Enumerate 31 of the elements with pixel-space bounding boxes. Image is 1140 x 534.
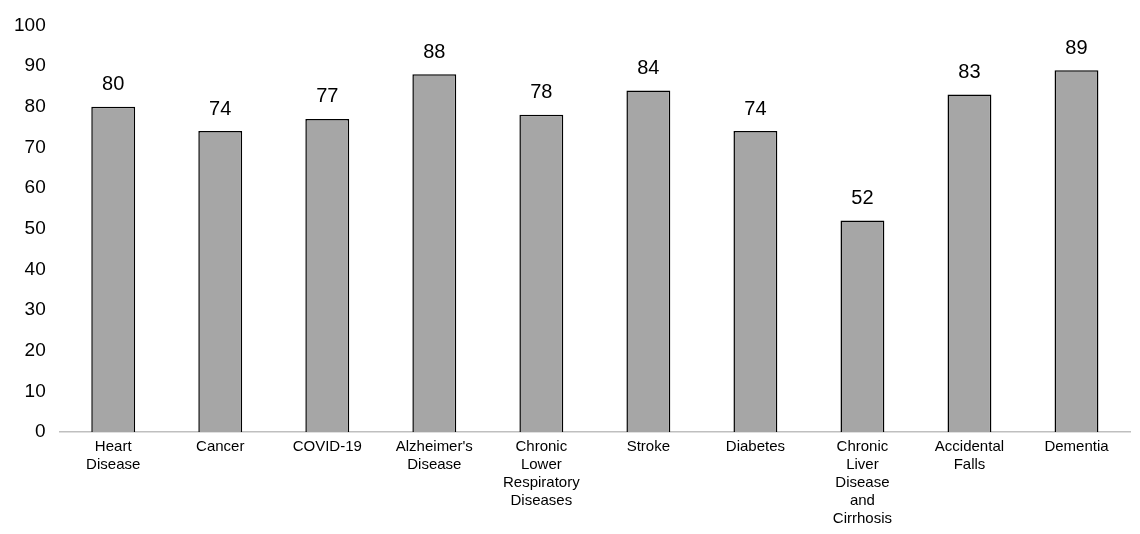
y-tick-label: 90 [24,54,46,76]
data-label: 74 [744,96,767,119]
y-tick-label: 40 [24,257,46,279]
y-tick-label: 70 [24,135,46,157]
y-tick-label: 10 [24,379,46,401]
y-tick-label: 50 [24,216,46,238]
x-tick-label: Cancer [196,437,245,455]
y-tick-label: 30 [24,298,46,320]
x-tick-label: Alzheimer's Disease [395,437,473,473]
data-label: 74 [209,96,232,119]
data-label: 84 [637,55,660,78]
data-label: 77 [316,84,339,107]
data-label: 80 [102,72,125,95]
data-label: 89 [1065,35,1088,58]
y-tick-label: 100 [14,13,46,35]
data-label: 78 [530,80,553,103]
x-tick-label: Accidental Falls [934,437,1005,473]
x-tick-label: Diabetes [725,437,785,455]
x-tick-label: Stroke [626,437,671,455]
data-label: 83 [958,60,981,83]
x-tick-label: Chronic Lower Respiratory Diseases [502,437,581,509]
x-tick-label: Chronic Liver Disease and Cirrhosis [832,437,893,527]
x-tick-label: Dementia [1044,437,1110,455]
y-tick-label: 0 [35,420,46,442]
x-tick-label: Heart Disease [86,437,141,473]
y-tick-label: 60 [24,176,46,198]
y-tick-label: 20 [24,338,46,360]
data-label: 88 [423,39,446,62]
data-label: 52 [851,186,874,209]
x-tick-label: COVID-19 [292,437,362,455]
y-tick-label: 80 [24,94,46,116]
